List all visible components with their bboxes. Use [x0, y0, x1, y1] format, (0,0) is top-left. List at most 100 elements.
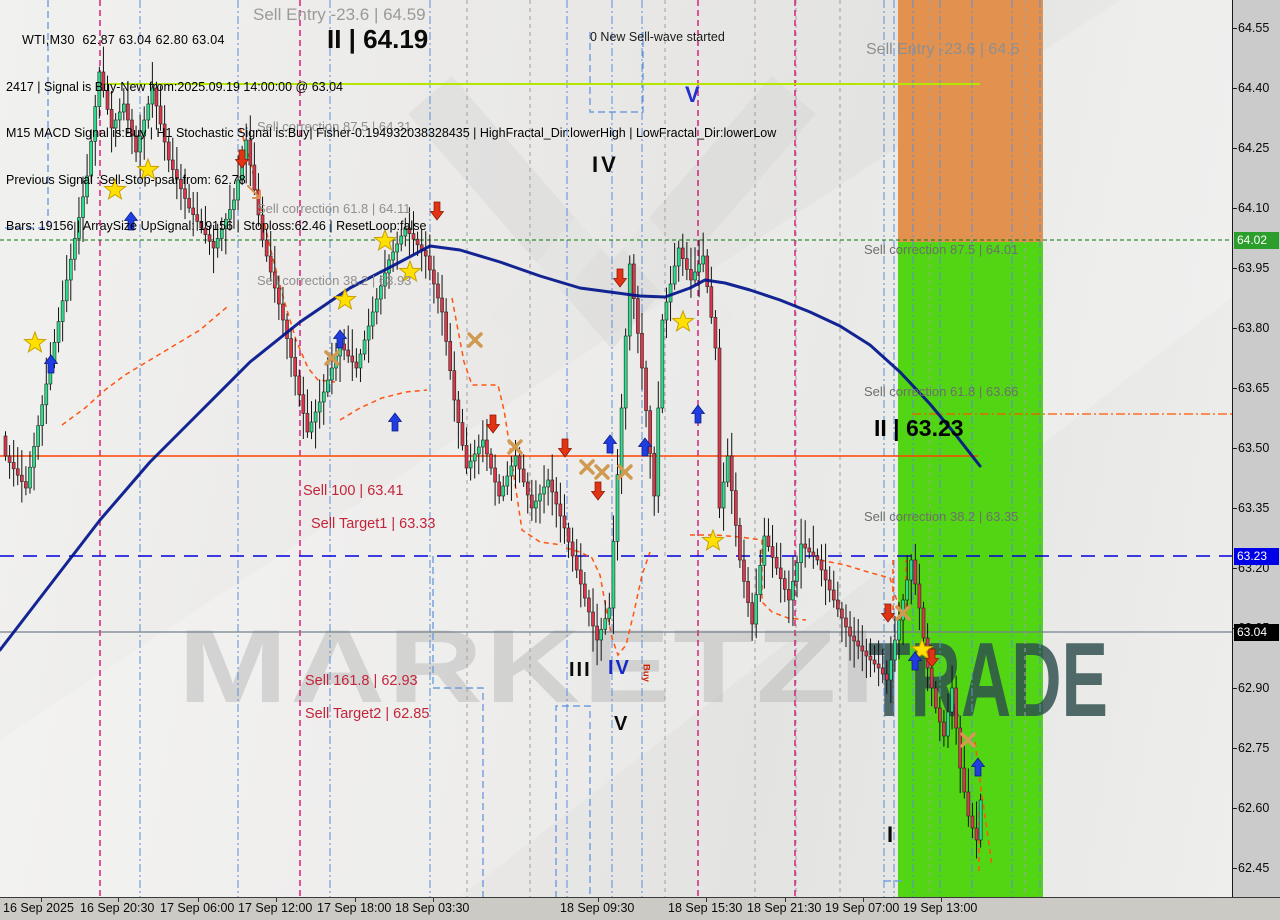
candle-up [676, 247, 681, 267]
channel-segment [2, 0, 49, 229]
wave-v-lower-label: V [614, 713, 628, 735]
candle-down [570, 541, 575, 557]
candle-up [476, 446, 481, 455]
candle-up [897, 619, 901, 641]
candle-down [876, 663, 881, 669]
candle-down [640, 333, 644, 369]
candle-down [191, 207, 195, 215]
wave-iii-lower-label: III [569, 659, 592, 681]
star-icon [671, 309, 695, 333]
candle-down [183, 188, 187, 199]
price-tick-mark [1233, 267, 1237, 269]
candle-down [938, 707, 942, 723]
candle-down [11, 462, 16, 470]
price-tick-label: 62.90 [1238, 681, 1270, 695]
candle-down [913, 559, 918, 585]
candle-down [840, 608, 844, 619]
time-axis-label: 18 Sep 09:30 [560, 901, 635, 915]
candle-down [175, 169, 179, 180]
candle-up [117, 111, 122, 121]
candle-up [391, 251, 395, 261]
down-arrow-icon [612, 268, 628, 288]
candle-up [358, 353, 363, 369]
price-tick-mark [1233, 207, 1237, 209]
candle-up [142, 119, 147, 137]
candle-down [844, 617, 848, 628]
wave-ii-low-label: II | 63.23 [874, 415, 964, 441]
candle-up [313, 411, 318, 423]
candle-down [746, 581, 750, 603]
signal-markers [23, 149, 986, 777]
candle-up [607, 607, 612, 619]
candle-down [436, 283, 440, 299]
candle-down [954, 687, 958, 729]
sell-1618-label: Sell 161.8 | 62.93 [305, 673, 418, 689]
candle-down [962, 767, 967, 793]
candle-up [472, 453, 477, 462]
candle-down [525, 481, 530, 496]
candlesticks[interactable] [3, 46, 983, 859]
candle-down [448, 341, 453, 371]
candle-down [134, 135, 138, 153]
candle-up [619, 407, 624, 475]
price-tick-mark [1233, 147, 1237, 149]
price-badge: 63.23 [1234, 548, 1279, 565]
candle-up [89, 141, 93, 177]
candle-up [60, 300, 65, 322]
x-mark-icon [594, 464, 610, 480]
wave-iv-lower-label: IV [608, 657, 631, 679]
up-arrow-icon [387, 412, 403, 432]
candle-up [403, 227, 408, 237]
candle-up [395, 243, 399, 253]
candle-up [501, 485, 506, 497]
candle-down [530, 494, 534, 509]
price-axis[interactable]: 64.55 64.40 64.25 64.10 63.95 63.80 63.65 63.50… [1232, 0, 1280, 898]
new-sell-wave-label: 0 New Sell-wave started [590, 30, 725, 44]
candle-down [289, 338, 293, 358]
candle-up [615, 474, 620, 542]
candle-down [591, 611, 595, 627]
time-tick-mark [276, 898, 277, 902]
candle-down [644, 367, 648, 411]
candle-down [3, 435, 8, 457]
time-axis-label: 18 Sep 03:30 [395, 901, 470, 915]
candle-down [787, 589, 791, 601]
candle-down [268, 255, 273, 273]
time-axis[interactable]: 16 Sep 2025 16 Sep 20:30 17 Sep 06:00 17 Se… [0, 897, 1280, 920]
candle-down [578, 569, 583, 585]
candle-up [481, 439, 485, 448]
x-mark-icon [617, 464, 633, 480]
time-tick-mark [355, 898, 356, 902]
candle-down [158, 105, 163, 125]
time-tick-mark [598, 898, 599, 902]
time-tick-mark [785, 898, 786, 902]
down-arrow-icon [234, 149, 250, 169]
time-tick-mark [706, 898, 707, 902]
candle-up [150, 87, 155, 105]
candle-down [260, 214, 265, 241]
watermark-trade: TRADE [868, 621, 1108, 739]
candle-down [521, 468, 526, 483]
wave-i-lower-label: I [887, 822, 894, 847]
candle-down [440, 297, 444, 313]
time-axis-label: 18 Sep 21:30 [747, 901, 822, 915]
candle-down [729, 455, 734, 491]
sell-entry-zone [898, 0, 1043, 242]
price-tick-label: 63.35 [1238, 501, 1270, 515]
candle-down [272, 271, 277, 289]
candle-up [81, 196, 85, 218]
candle-up [721, 481, 726, 509]
candle-up [701, 255, 705, 265]
candle-up [668, 283, 673, 303]
candle-down [921, 607, 926, 639]
candle-down [880, 667, 885, 675]
channel-segment [432, 556, 484, 898]
candle-up [905, 579, 909, 601]
star-icon [373, 228, 397, 252]
candle-up [978, 799, 983, 841]
candle-down [734, 490, 738, 526]
candle-up [656, 407, 661, 497]
candle-down [203, 227, 208, 235]
candle-up [326, 379, 330, 393]
